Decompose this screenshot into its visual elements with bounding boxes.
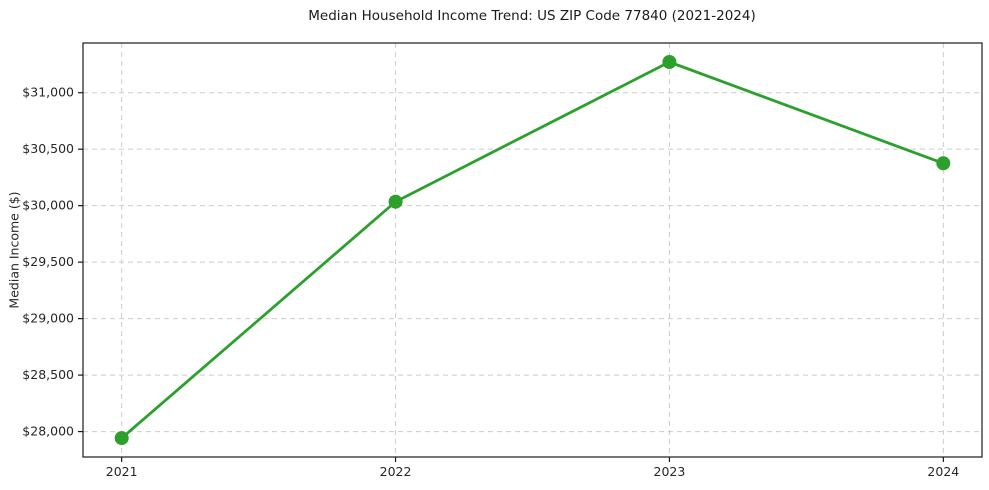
x-tick-label: 2021 [106, 464, 138, 479]
data-point-marker [114, 431, 129, 446]
chart-title: Median Household Income Trend: US ZIP Co… [308, 8, 756, 24]
y-tick-label: $28,000 [22, 424, 74, 439]
y-tick-label: $30,500 [22, 141, 74, 156]
data-point-marker [662, 55, 677, 69]
y-tick-label: $28,500 [22, 367, 74, 382]
axes-box [82, 42, 983, 458]
y-tick-label: $29,500 [22, 254, 74, 269]
y-tick-label: $29,000 [22, 311, 74, 326]
data-point-marker [388, 194, 403, 209]
trend-line [120, 60, 945, 440]
data-series-layer [114, 55, 951, 446]
x-tick-label: 2023 [654, 464, 686, 479]
tick-labels-layer: $28,000 $28,500 $29,000 $29,500 $30,000 $30,5… [22, 85, 959, 479]
y-tick-label: $31,000 [22, 85, 74, 100]
y-tick-label: $30,000 [22, 198, 74, 213]
data-point-marker [936, 156, 951, 171]
x-tick-label: 2024 [927, 464, 959, 479]
gridlines-layer [83, 43, 982, 457]
x-tick-label: 2022 [380, 464, 412, 479]
axes-layer [78, 42, 983, 462]
